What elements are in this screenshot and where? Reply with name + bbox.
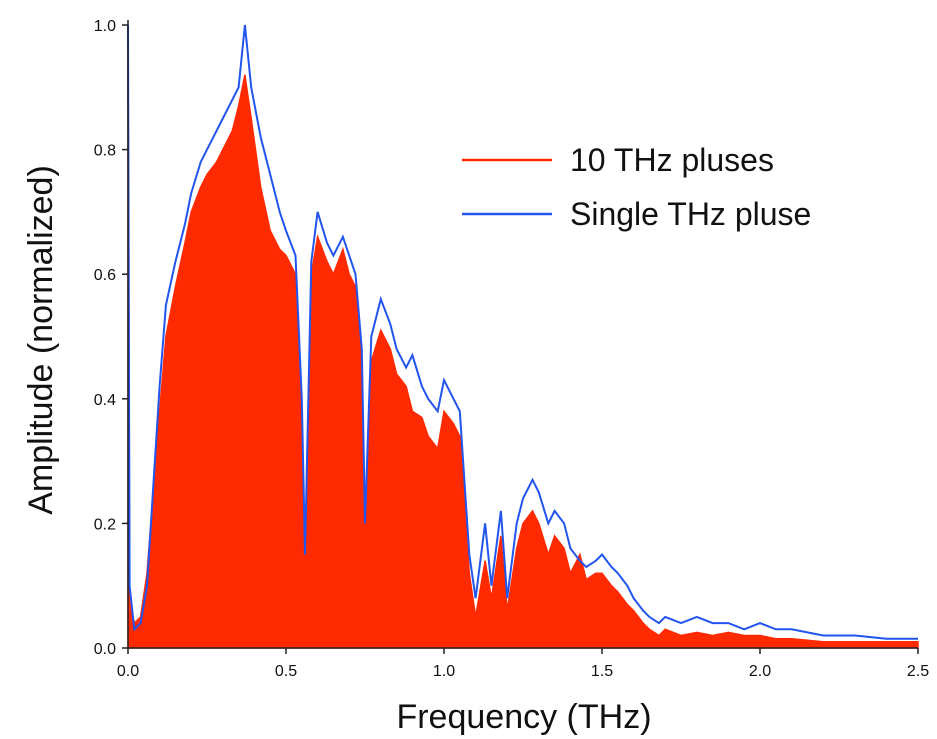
x-tick-label: 0.0	[117, 663, 139, 680]
series-area-1	[127, 24, 919, 649]
y-axis-ticks: 0.0 0.2 0.4 0.6 0.8 1.0	[94, 18, 128, 658]
legend-label-1: 10 THz pluses	[570, 142, 774, 178]
y-tick-label: 0.4	[94, 392, 116, 409]
x-tick-label: 2.0	[749, 663, 771, 680]
axes	[127, 20, 918, 649]
legend-label-2: Single THz pluse	[570, 196, 811, 232]
y-tick-label: 0.6	[94, 267, 116, 284]
y-tick-label: 0.0	[94, 641, 116, 658]
y-axis-title: Amplitude (normalized)	[22, 165, 60, 515]
x-tick-label: 2.5	[907, 663, 929, 680]
x-axis-ticks: 0.0 0.5 1.0 1.5 2.0 2.5	[117, 648, 929, 680]
y-tick-label: 1.0	[94, 18, 116, 35]
x-axis-title: Frequency (THz)	[396, 698, 651, 736]
legend: 10 THz pluses Single THz pluse	[462, 142, 811, 232]
y-tick-label: 0.2	[94, 516, 116, 533]
x-tick-label: 1.0	[433, 663, 455, 680]
series-line-2	[127, 24, 918, 640]
plot-area	[127, 24, 919, 649]
y-tick-label: 0.8	[94, 143, 116, 160]
x-tick-label: 1.5	[591, 663, 613, 680]
x-tick-label: 0.5	[275, 663, 297, 680]
